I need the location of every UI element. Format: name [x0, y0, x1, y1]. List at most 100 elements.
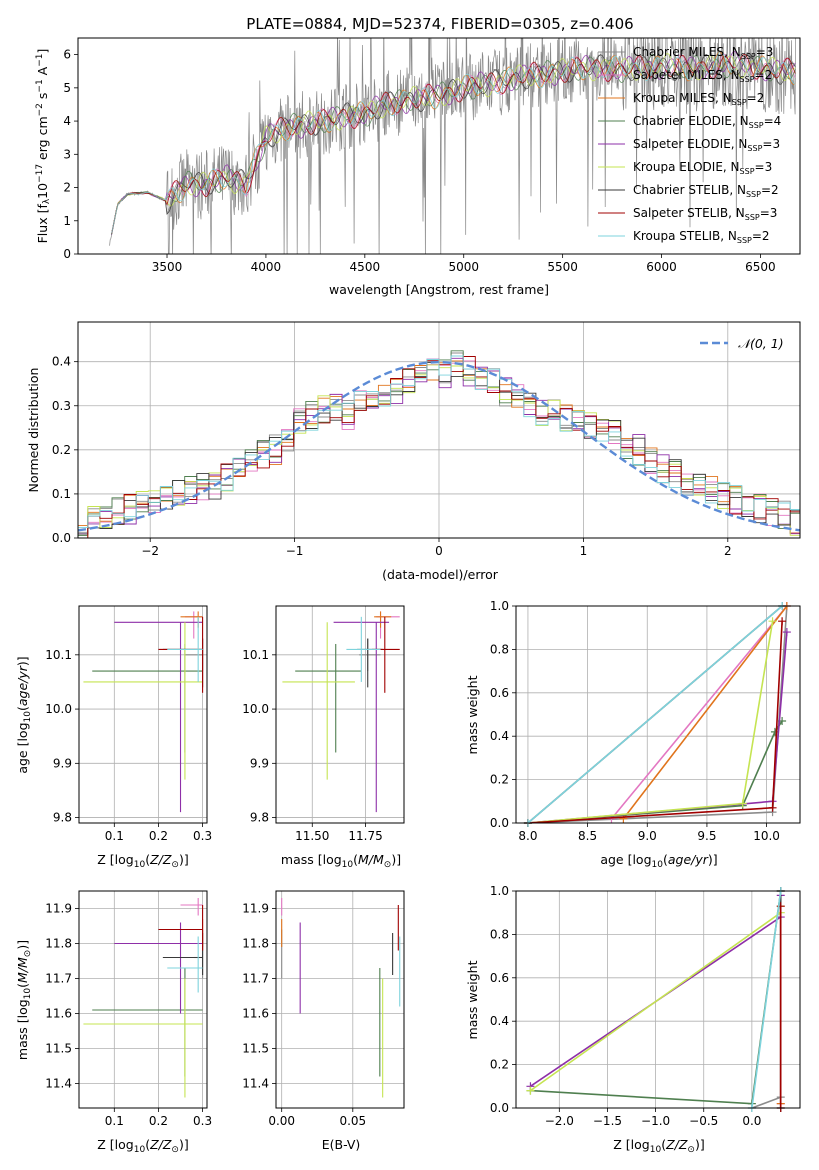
- marker-kroupa-elodie: [768, 617, 777, 626]
- y-tick-label: 0.4: [52, 355, 71, 369]
- x-tick-label: 0.05: [339, 1114, 366, 1128]
- x-tick-label: 0.1: [105, 829, 124, 843]
- y-tick-label: 5: [63, 81, 71, 95]
- axes-frame: [515, 890, 801, 1109]
- y-tick-label: 11.5: [242, 1042, 269, 1056]
- model-chabrier-elodie: [111, 53, 796, 235]
- x-tick-label: 0.00: [268, 1114, 295, 1128]
- x-tick-label: 5500: [547, 260, 578, 274]
- error-bars: [281, 898, 401, 1098]
- y-tick-label: 11.6: [242, 1007, 269, 1021]
- y-tick-label: 6: [63, 48, 71, 62]
- x-tick-label: 1: [580, 544, 588, 558]
- legend-entry: Chabrier ELODIE, NSSP=4: [633, 114, 781, 130]
- y-tick-label: 0: [63, 247, 71, 261]
- y-tick-label: 0.2: [490, 773, 509, 787]
- y-axis-label-mass-weight-bottom: mass weight: [465, 960, 480, 1039]
- y-tick-label: 10.1: [242, 648, 269, 662]
- axes-frame: [515, 605, 801, 824]
- y-tick-label: 11.8: [242, 937, 269, 951]
- line-kroupa-stelib: [527, 605, 783, 824]
- y-tick-label: 11.7: [45, 972, 72, 986]
- x-axis-label: (data-model)/error: [382, 567, 499, 582]
- y-tick-label: 9.8: [53, 811, 72, 825]
- y-tick-label: 0.4: [490, 1014, 509, 1028]
- axes-frame: [275, 605, 405, 824]
- x-axis-label: wavelength [Angstrom, rest frame]: [329, 282, 549, 297]
- y-tick-label: 10.0: [242, 702, 269, 716]
- y-tick-label: 0.3: [52, 399, 71, 413]
- small-panel-labels: age [log10(age/yr)] Z [log10(Z/Z⊙)] mass […: [15, 656, 718, 1155]
- x-tick-label: 5000: [448, 260, 479, 274]
- legend: Chabrier MILES, NSSP=3 Salpeter MILES, NS…: [598, 45, 781, 245]
- x-tick-label: 6000: [646, 260, 677, 274]
- axes-frame: [275, 890, 405, 1109]
- legend-entry: Salpeter STELIB, NSSP=3: [633, 206, 777, 222]
- y-axis-label-mass-weight: mass weight: [465, 675, 480, 754]
- x-tick-label: 0.2: [149, 829, 168, 843]
- legend-entry: Chabrier STELIB, NSSP=2: [633, 183, 779, 199]
- legend-entry: Salpeter MILES, NSSP=2: [633, 68, 772, 84]
- mass-weight-vs-age-panel: 8.0 8.5 9.0 9.5 10.0 0.0 0.2 0.4 0.6 0.8 1.0: [490, 599, 801, 843]
- age-vs-mass-panel: 11.50 11.75 9.8 9.9 10.0 10.1: [242, 605, 405, 843]
- error-bars: [83, 898, 204, 1098]
- y-tick-label: 9.9: [250, 756, 269, 770]
- x-tick-label: −1: [286, 544, 304, 558]
- y-tick-label: 0.2: [52, 443, 71, 457]
- x-axis-label-Z: Z [log10(Z/Z⊙)]: [97, 852, 188, 870]
- x-tick-label: −2: [141, 544, 159, 558]
- line-kroupa-stelib: [751, 890, 782, 1109]
- x-tick-label: −0.5: [689, 1114, 718, 1128]
- axes-frame: [77, 37, 801, 255]
- marker-salpeter-elodie: [782, 628, 791, 637]
- x-tick-label: 0.3: [193, 829, 212, 843]
- mass-vs-Z-panel: 0.1 0.2 0.3 11.4 11.5 11.6 11.7 11.8 11.9: [45, 890, 212, 1128]
- x-tick-label: 4500: [350, 260, 381, 274]
- y-tick-label: 10.1: [45, 648, 72, 662]
- y-tick-label: 0.6: [490, 971, 509, 985]
- y-tick-label: 4: [63, 114, 71, 128]
- error-bars: [83, 611, 204, 813]
- y-tick-label: 1: [63, 214, 71, 228]
- y-tick-label: 11.8: [45, 937, 72, 951]
- y-tick-label: 9.8: [250, 811, 269, 825]
- x-tick-label: 9.5: [697, 829, 716, 843]
- y-axis-label-age: age [log10(age/yr)]: [15, 656, 33, 773]
- y-tick-label: 11.4: [242, 1077, 269, 1091]
- y-tick-label: 0.1: [52, 487, 71, 501]
- y-tick-label: 2: [63, 181, 71, 195]
- x-tick-label: 8.0: [518, 829, 537, 843]
- x-tick-label: 0.1: [105, 1114, 124, 1128]
- y-axis-label-mass: mass [log10(M/M⊙)]: [15, 940, 33, 1060]
- observed-spectrum: [109, 38, 796, 254]
- mass-vs-ebv-panel: 0.00 0.05 11.4 11.5 11.6 11.7 11.8 11.9: [242, 890, 405, 1128]
- y-tick-label: 11.7: [242, 972, 269, 986]
- axes-frame: [78, 605, 208, 824]
- x-tick-label: −1.0: [641, 1114, 670, 1128]
- x-axis-label-mass: mass [log10(M/M⊙)]: [281, 852, 401, 870]
- cumulative-lines: [526, 887, 785, 1112]
- x-tick-label: −1.5: [593, 1114, 622, 1128]
- x-axis-label-Z-right: Z [log10(Z/Z⊙)]: [613, 1137, 704, 1155]
- x-tick-label: −2.0: [545, 1114, 574, 1128]
- model-salpeter-elodie: [111, 51, 796, 235]
- x-tick-label: 11.75: [348, 829, 382, 843]
- x-tick-label: 10.0: [753, 829, 780, 843]
- legend-entry: Kroupa STELIB, NSSP=2: [633, 229, 770, 245]
- y-axis-label: Flux [fλ10−17 erg cm−2 s−1 A−1]: [35, 49, 52, 244]
- x-tick-label: 6500: [745, 260, 776, 274]
- x-tick-label: 3500: [152, 260, 183, 274]
- marker-kroupa-elodie: [526, 1086, 535, 1095]
- legend-entry: Salpeter ELODIE, NSSP=3: [633, 137, 780, 153]
- line-salpeter-miles: [610, 605, 788, 820]
- axes-frame: [78, 890, 208, 1109]
- x-axis-label-ebv: E(B-V): [322, 1137, 361, 1152]
- line-kroupa-elodie: [527, 621, 774, 824]
- spectrum-panel: 3500 4000 4500 5000 5500 6000 6500 0 1 2 3 4 5 6 wavel…: [35, 37, 801, 297]
- legend-entry: Kroupa MILES, NSSP=2: [633, 91, 764, 107]
- age-vs-Z-panel: 0.1 0.2 0.3 9.8 9.9 10.0 10.1: [45, 605, 212, 843]
- x-tick-label: 2: [724, 544, 732, 558]
- residuals-panel: −2 −1 0 1 2 0.0 0.1 0.2 0.3 0.4 (data-model)/error…: [26, 321, 801, 582]
- y-tick-label: 0.8: [490, 642, 509, 656]
- line-kroupa-miles: [622, 605, 788, 820]
